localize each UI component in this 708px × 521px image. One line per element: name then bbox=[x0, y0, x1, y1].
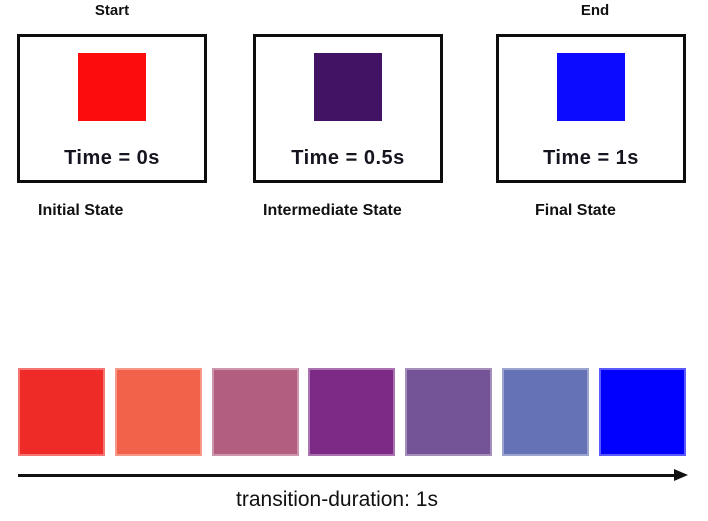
gradient-swatch-1 bbox=[18, 368, 105, 456]
final-time-label: Time = 1s bbox=[543, 147, 639, 169]
transition-duration-caption: transition-duration: 1s bbox=[236, 488, 438, 511]
gradient-swatch-4 bbox=[308, 368, 396, 456]
final-state-caption: Final State bbox=[535, 202, 616, 219]
transition-gradient-row bbox=[18, 368, 686, 456]
state-box-final: Time = 1s bbox=[496, 34, 686, 183]
timeline-end-label: End bbox=[580, 2, 610, 19]
intermediate-time-label: Time = 0.5s bbox=[291, 147, 405, 169]
state-box-intermediate: Time = 0.5s bbox=[253, 34, 443, 183]
initial-time-label: Time = 0s bbox=[64, 147, 160, 169]
gradient-swatch-5 bbox=[405, 368, 493, 456]
final-state-color-swatch bbox=[557, 53, 625, 121]
intermediate-state-caption: Intermediate State bbox=[263, 202, 402, 219]
gradient-swatch-7 bbox=[598, 368, 686, 456]
arrow-line bbox=[18, 474, 678, 477]
gradient-swatch-2 bbox=[114, 368, 202, 456]
initial-state-color-swatch bbox=[78, 53, 146, 121]
timeline-start-label: Start bbox=[94, 2, 130, 19]
intermediate-state-color-swatch bbox=[314, 53, 382, 121]
initial-state-caption: Initial State bbox=[38, 202, 124, 219]
state-box-initial: Time = 0s bbox=[17, 34, 207, 183]
gradient-swatch-6 bbox=[502, 368, 590, 456]
gradient-swatch-3 bbox=[211, 368, 299, 456]
arrow-head-icon bbox=[674, 469, 688, 481]
